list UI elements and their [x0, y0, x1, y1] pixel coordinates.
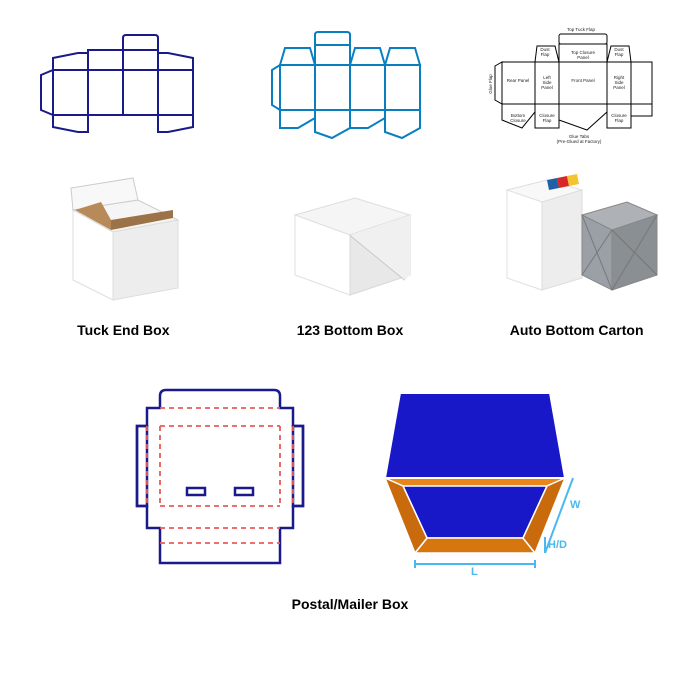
bottom-123-product	[250, 160, 450, 310]
top-grid: Tuck End Box	[0, 0, 700, 348]
bottom-grid: L W H/D Postal/Mailer Box	[0, 378, 700, 612]
dim-H: H/D	[548, 539, 567, 551]
left-side-text3: Panel	[541, 85, 553, 90]
bottom-123-dieline	[250, 20, 450, 150]
front-panel-text: Front Panel	[571, 78, 594, 83]
tuck-end-dieline	[23, 20, 223, 150]
auto-bottom-cell: Top Tuck Flap Top Closure Panel Dust Fla…	[472, 20, 682, 338]
rear-panel-text: Rear Panel	[506, 78, 529, 83]
dim-W: W	[570, 499, 581, 511]
tuck-end-product	[23, 160, 223, 310]
tuck-end-label: Tuck End Box	[77, 322, 169, 338]
bottom-closure-text2: Closure	[510, 118, 526, 123]
tuck-end-cell: Tuck End Box	[18, 20, 228, 338]
auto-bottom-label: Auto Bottom Carton	[510, 322, 644, 338]
closure-flap-text2: Flap	[542, 118, 551, 123]
right-side-text3: Panel	[613, 85, 625, 90]
bottom-123-cell: 123 Bottom Box	[245, 20, 455, 338]
postal-label: Postal/Mailer Box	[292, 596, 409, 612]
postal-product: L W H/D	[365, 378, 595, 578]
top-flap-text: Top Tuck Flap	[567, 27, 596, 32]
bottom-123-label: 123 Bottom Box	[297, 322, 404, 338]
auto-bottom-product	[477, 160, 677, 310]
postal-row: L W H/D	[105, 378, 595, 578]
dim-L: L	[471, 566, 478, 578]
auto-bottom-dieline: Top Tuck Flap Top Closure Panel Dust Fla…	[477, 20, 677, 150]
postal-dieline	[105, 378, 335, 578]
glue-tabs-note2: (Pre-Glued at Factory)	[556, 139, 601, 144]
top-closure-text2: Panel	[577, 55, 589, 60]
glue-flap-text: Glue Flap	[488, 74, 493, 94]
dust-flap-l2: Flap	[540, 52, 549, 57]
closure-flap-text4: Flap	[614, 118, 623, 123]
dust-flap-r2: Flap	[614, 52, 623, 57]
